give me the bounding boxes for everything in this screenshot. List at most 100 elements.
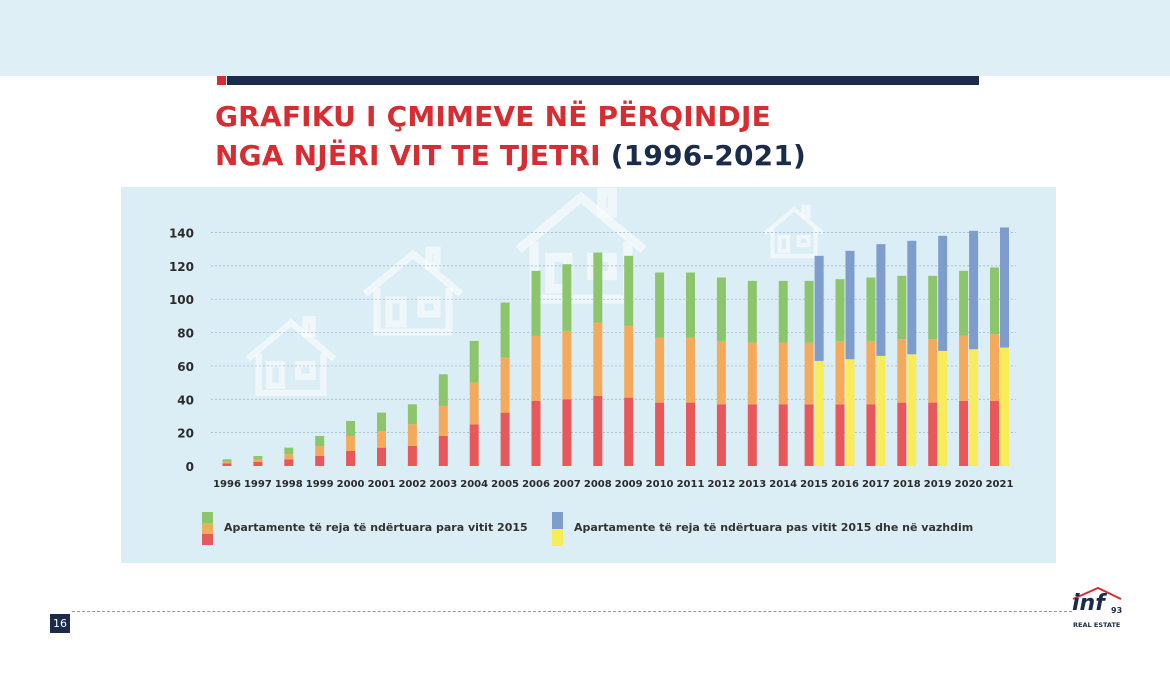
x-tick-label: 2018 <box>893 479 921 490</box>
y-tick-label: 140 <box>169 226 194 240</box>
x-tick-label: 2007 <box>553 479 581 490</box>
title-year-range: (1996-2021) <box>610 139 807 172</box>
bar-segment <box>928 339 938 403</box>
x-tick-label: 1999 <box>306 479 334 490</box>
bar-segment <box>897 275 907 340</box>
page-title: GRAFIKU I ÇMIMEVE NË PËRQINDJE NGA NJËRI… <box>215 97 806 175</box>
bar-segment <box>716 404 726 466</box>
x-tick-label: 2017 <box>862 479 890 490</box>
bar-segment <box>407 404 417 425</box>
footer-divider <box>72 611 1072 612</box>
x-tick-label: 2003 <box>429 479 457 490</box>
bar-segment <box>222 461 232 464</box>
bar-segment <box>222 459 232 462</box>
bar-segment <box>959 335 969 401</box>
x-tick-label: 2006 <box>522 479 550 490</box>
legend-label-before-2015: Apartamente të reja të ndërtuara para vi… <box>224 521 528 534</box>
bar-segment <box>253 455 263 460</box>
bar-segment <box>655 402 665 466</box>
bar-segment <box>835 404 845 466</box>
page-number: 16 <box>50 614 70 633</box>
bar-segment <box>747 280 757 343</box>
bar-segment <box>346 435 356 451</box>
bar-segment <box>624 397 634 466</box>
title-line-1: GRAFIKU I ÇMIMEVE NË PËRQINDJE <box>215 100 771 133</box>
y-axis: 0 20 40 60 80 100 120 140 <box>169 226 194 474</box>
bar-segment <box>959 270 969 336</box>
bar-segment <box>438 374 448 406</box>
bar-segment <box>897 402 907 466</box>
bar-segment <box>500 302 510 358</box>
bar-segment <box>315 445 325 456</box>
background-house-icon <box>362 246 464 336</box>
x-tick-label: 1998 <box>275 479 303 490</box>
bar-segment <box>531 270 541 336</box>
bar-segment <box>845 250 855 360</box>
x-tick-label: 2012 <box>707 479 735 490</box>
x-tick-label: 2021 <box>986 479 1014 490</box>
bar-segment <box>778 280 788 343</box>
x-tick-label: 2004 <box>460 479 488 490</box>
bar-segment <box>500 357 510 413</box>
bar-segment <box>804 280 814 343</box>
bar-segment <box>655 337 665 403</box>
x-axis: 1996 1997 1998 1999 2000 2001 2002 2003 2004 2005… <box>213 479 1013 490</box>
bar-segment <box>866 340 876 405</box>
bar-segment <box>835 279 845 341</box>
bar-segment <box>907 240 917 355</box>
bar-segment <box>655 272 665 338</box>
logo-subtitle: REAL ESTATE <box>1073 621 1121 629</box>
bar-segment <box>959 400 969 466</box>
bar-segment <box>624 325 634 398</box>
bar-segment <box>897 339 907 403</box>
title-line-2: NGA NJËRI VIT TE TJETRI <box>215 139 601 172</box>
bar-segment <box>686 272 695 338</box>
background-house-icon <box>763 204 825 259</box>
x-tick-label: 2016 <box>831 479 859 490</box>
y-tick-label: 120 <box>169 260 194 274</box>
legend-swatch-yellow <box>552 529 563 546</box>
bar-segment <box>469 340 479 383</box>
bar-segment <box>438 405 448 436</box>
bar-segment <box>938 235 948 351</box>
bar-segment <box>907 354 917 466</box>
legend-label-after-2015: Apartamente të reja të ndërtuara pas vit… <box>574 521 974 534</box>
background-house-icon <box>245 316 337 397</box>
y-tick-label: 0 <box>186 460 194 474</box>
bar-segment <box>253 461 263 466</box>
bar-segment <box>716 340 726 405</box>
bar-segment <box>469 382 479 425</box>
bar-segment <box>562 399 572 466</box>
logo-wordmark: inf <box>1072 591 1105 616</box>
x-tick-label: 1996 <box>213 479 241 490</box>
y-tick-label: 60 <box>177 360 194 374</box>
bar-segment <box>284 459 294 466</box>
bar-segment <box>284 447 294 455</box>
y-tick-label: 20 <box>177 427 194 441</box>
bar-segment <box>969 230 979 350</box>
legend-swatch-green <box>202 512 213 523</box>
bar-segment <box>866 404 876 466</box>
bar-segment <box>315 435 325 446</box>
logo-number: 93 <box>1111 606 1123 615</box>
bar-segment <box>990 267 999 335</box>
bar-segment <box>377 447 386 466</box>
bar-segment <box>778 404 788 466</box>
bar-segment <box>804 404 814 466</box>
bar-segment <box>531 335 541 401</box>
x-tick-label: 2009 <box>615 479 643 490</box>
x-tick-label: 2013 <box>738 479 766 490</box>
x-tick-label: 2002 <box>398 479 426 490</box>
bar-segment <box>747 404 757 466</box>
bar-segment <box>222 463 232 466</box>
bar-segment <box>407 424 417 446</box>
bar-segment <box>876 244 886 356</box>
x-tick-label: 2019 <box>924 479 952 490</box>
y-tick-label: 80 <box>177 327 194 341</box>
bar-segment <box>969 349 979 466</box>
bar-segment <box>747 342 757 405</box>
bar-segment <box>315 455 325 466</box>
bar-segment <box>531 400 541 466</box>
x-tick-label: 1997 <box>244 479 272 490</box>
